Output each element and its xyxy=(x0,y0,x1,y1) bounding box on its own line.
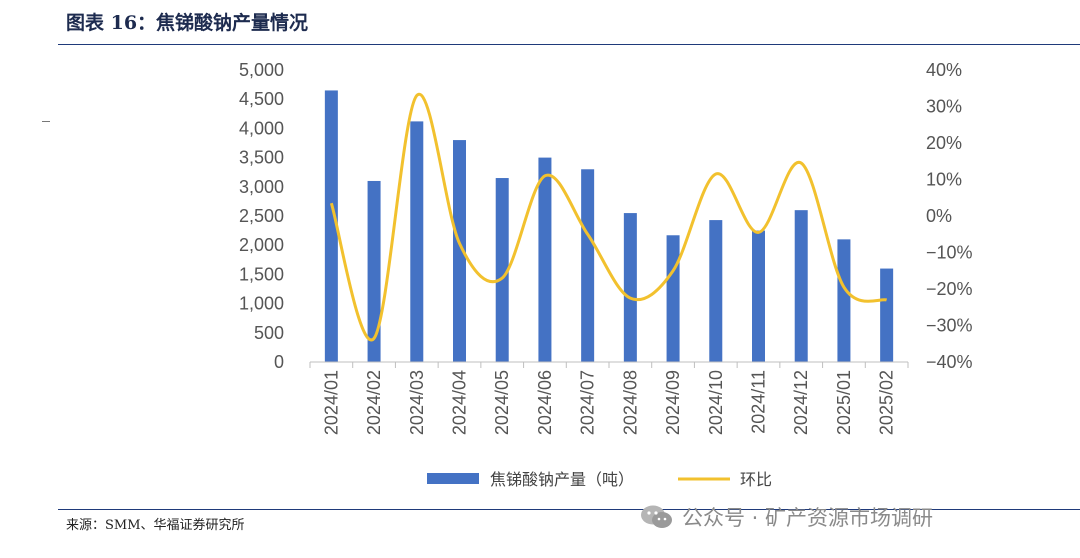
left-tick-label: 0 xyxy=(274,352,284,372)
bar-2024/02 xyxy=(367,180,381,362)
right-tick-label: −20% xyxy=(926,279,973,299)
bar-2024/11 xyxy=(752,230,765,362)
x-axis-ticks: 2024/01 2024/02 2024/03 2024/04 2024/05 2024/… xyxy=(309,362,909,435)
right-tick-label: 0% xyxy=(926,206,952,226)
wechat-icon xyxy=(640,504,674,530)
bar-2025/02 xyxy=(880,268,894,362)
left-tick-label: 2,500 xyxy=(239,206,284,226)
left-tick-label: 1,000 xyxy=(239,294,284,314)
x-tick-label-2024/03: 2024/03 xyxy=(407,370,427,435)
bar-2024/03 xyxy=(410,121,424,362)
right-tick-label: −30% xyxy=(926,316,973,336)
x-tick-label-2024/04: 2024/04 xyxy=(450,370,470,435)
x-tick-label-2024/07: 2024/07 xyxy=(578,370,598,435)
x-tick-label-2024/09: 2024/09 xyxy=(663,370,683,435)
x-tick-label-2025/01: 2025/01 xyxy=(834,370,854,435)
bar-2025/01 xyxy=(837,239,851,362)
legend-line-label: 环比 xyxy=(740,470,772,489)
watermark: 公众号 · 矿产资源市场调研 xyxy=(640,500,933,534)
title-rule xyxy=(58,44,1080,45)
left-tick-label: 1,500 xyxy=(239,264,284,284)
bar-2024/01 xyxy=(324,90,338,362)
right-tick-label: 20% xyxy=(926,133,962,153)
right-axis-ticks: −40% −30% −20% −10% 0% 10% 20% 30% 40% xyxy=(926,60,973,372)
margin-mark xyxy=(42,121,50,122)
x-tick-label-2024/11: 2024/11 xyxy=(749,370,769,434)
left-tick-label: 500 xyxy=(254,323,284,343)
right-tick-label: −40% xyxy=(926,352,973,372)
right-tick-label: 10% xyxy=(926,170,962,190)
x-tick-label-2024/01: 2024/01 xyxy=(321,370,341,435)
left-tick-label: 4,500 xyxy=(239,89,284,109)
bar-2024/06 xyxy=(538,157,552,362)
x-tick-label-2024/05: 2024/05 xyxy=(492,370,512,435)
figure-title: 图表 16：焦锑酸钠产量情况 xyxy=(66,12,309,34)
x-tick-label-2025/02: 2025/02 xyxy=(877,370,897,435)
bar-2024/10 xyxy=(709,220,723,362)
footer-rule xyxy=(58,509,1080,510)
left-tick-label: 3,000 xyxy=(239,177,284,197)
bar-series xyxy=(324,90,894,362)
left-tick-label: 4,000 xyxy=(239,118,284,138)
right-tick-label: 30% xyxy=(926,97,962,117)
legend-bar-label: 焦锑酸钠产量（吨） xyxy=(490,470,634,489)
x-tick-label-2024/10: 2024/10 xyxy=(706,370,726,435)
left-tick-label: 5,000 xyxy=(239,60,284,80)
left-tick-label: 2,000 xyxy=(239,235,284,255)
left-axis-ticks: 0 500 1,000 1,500 2,000 2,500 3,000 3,500 4,000 4… xyxy=(239,60,284,372)
bar-2024/04 xyxy=(453,140,466,362)
bar-2024/07 xyxy=(581,169,595,362)
right-tick-label: 40% xyxy=(926,60,962,80)
legend: 焦锑酸钠产量（吨） 环比 xyxy=(427,470,772,489)
x-tick-label-2024/08: 2024/08 xyxy=(620,370,640,435)
right-tick-label: −10% xyxy=(926,243,973,263)
watermark-text: 公众号 · 矿产资源市场调研 xyxy=(682,506,934,530)
bar-2024/09 xyxy=(666,235,680,362)
bar-2024/05 xyxy=(495,178,509,362)
source-note: 来源：SMM、华福证券研究所 xyxy=(66,518,245,533)
legend-bar-swatch xyxy=(427,473,479,484)
bar-2024/08 xyxy=(623,213,637,362)
x-tick-label-2024/06: 2024/06 xyxy=(535,370,555,435)
x-tick-label-2024/02: 2024/02 xyxy=(364,370,384,435)
line-series xyxy=(329,92,888,342)
bar-2024/12 xyxy=(794,210,808,362)
left-tick-label: 3,500 xyxy=(239,148,284,168)
x-tick-label-2024/12: 2024/12 xyxy=(791,370,811,435)
